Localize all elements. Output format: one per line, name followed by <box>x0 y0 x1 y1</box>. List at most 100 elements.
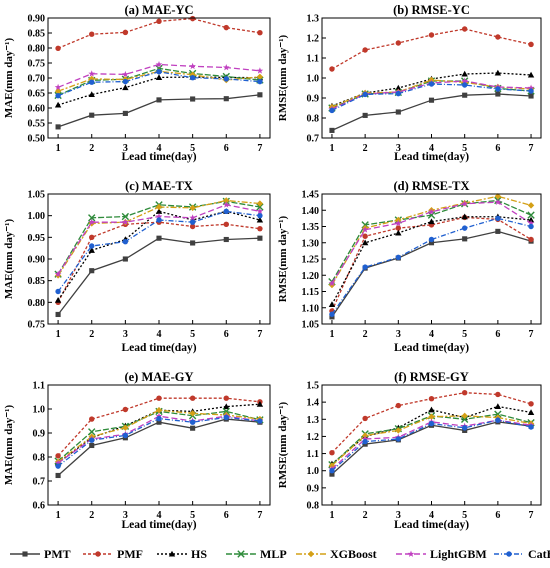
data-point <box>88 91 95 98</box>
x-tick-label: 2 <box>89 143 94 154</box>
data-point <box>257 225 263 232</box>
chart-panel-6: (f) RMSE-GY RMSE(mm day⁻¹) Lead time(day) 0… <box>277 370 542 531</box>
series-pmt <box>329 228 534 320</box>
x-tick-label: 6 <box>224 329 229 340</box>
data-point <box>189 74 196 81</box>
series-catboost <box>55 208 263 295</box>
plot-frame <box>47 193 271 325</box>
data-point <box>89 79 95 85</box>
data-point <box>329 107 335 114</box>
data-point <box>527 202 535 209</box>
chart-title: (a) MAE-YC <box>124 3 193 17</box>
y-tick-label: 1.30 <box>302 238 320 249</box>
y-tick-label: 1.3 <box>307 415 320 426</box>
data-point <box>395 427 402 434</box>
data-point <box>528 93 534 99</box>
y-tick-label: 0.80 <box>28 44 46 55</box>
y-tick-label: 0.95 <box>28 233 46 244</box>
legend-label: PMT <box>44 547 71 561</box>
data-point <box>461 77 469 84</box>
data-point <box>122 432 129 439</box>
data-point <box>223 395 229 401</box>
data-point <box>256 216 264 223</box>
x-tick-label: 5 <box>462 329 467 340</box>
y-tick-label: 1.5 <box>307 381 320 392</box>
y-tick-label: 0.65 <box>28 89 46 100</box>
y-tick-label: 1.10 <box>302 303 320 314</box>
data-point <box>462 236 468 242</box>
data-point <box>155 203 163 211</box>
series-pmt <box>329 419 534 477</box>
plot-frame <box>321 17 542 139</box>
x-tick-label: 3 <box>123 510 128 521</box>
x-tick-label: 2 <box>363 329 368 340</box>
y-tick-label: 1.25 <box>302 255 320 266</box>
data-point <box>494 410 502 418</box>
y-axis-label: MAE(mm day⁻¹) <box>3 219 15 300</box>
chart-title: (d) RMSE-TX <box>393 179 469 193</box>
data-point <box>495 391 501 398</box>
data-point <box>88 428 96 436</box>
data-point <box>155 213 163 220</box>
x-tick-label: 7 <box>529 143 534 154</box>
data-point <box>362 233 368 239</box>
x-tick-label: 3 <box>396 510 401 521</box>
y-tick-label: 0.8 <box>33 453 46 464</box>
data-point <box>329 311 335 317</box>
y-axis-label: MAE(mm day⁻¹) <box>3 405 15 486</box>
data-point <box>527 409 535 415</box>
y-axis-label: RMSE(mm day⁻¹) <box>277 401 289 488</box>
data-point <box>461 82 468 88</box>
data-point <box>329 127 335 133</box>
data-point <box>395 109 401 115</box>
data-point <box>89 268 95 274</box>
data-point <box>156 235 162 241</box>
legend-marker <box>22 551 28 557</box>
data-point <box>257 212 263 219</box>
x-tick-label: 7 <box>529 510 534 521</box>
data-point <box>89 437 95 443</box>
data-point <box>156 68 162 75</box>
data-point <box>495 215 501 222</box>
data-point <box>54 83 62 91</box>
y-tick-label: 0.90 <box>28 255 46 266</box>
y-tick-label: 1.1 <box>307 54 320 65</box>
data-point <box>328 279 336 287</box>
data-point <box>88 247 95 253</box>
data-point <box>362 91 368 98</box>
x-axis-label: Lead time(day) <box>121 342 196 354</box>
data-point <box>329 467 335 474</box>
data-point <box>329 471 335 477</box>
legend-marker <box>95 551 101 557</box>
data-point <box>155 407 163 414</box>
data-point <box>494 193 502 200</box>
data-point <box>361 226 369 233</box>
y-tick-label: 1.2 <box>307 34 320 45</box>
x-axis-label: Lead time(day) <box>394 342 469 354</box>
data-point <box>527 211 535 219</box>
data-point <box>428 420 435 427</box>
legend-item-xgboost: XGBoost <box>296 547 377 561</box>
data-point <box>189 395 196 401</box>
data-point <box>461 412 468 420</box>
chart-title: (e) MAE-GY <box>124 370 193 384</box>
legend-label: CatBoost <box>528 547 550 561</box>
x-tick-label: 3 <box>123 143 128 154</box>
data-point <box>122 256 128 262</box>
x-tick-label: 4 <box>429 329 434 340</box>
x-tick-label: 1 <box>56 329 61 340</box>
data-point <box>223 76 229 82</box>
data-point <box>223 208 229 215</box>
data-point <box>528 236 534 243</box>
legend-label: LightGBM <box>430 547 487 561</box>
series-pmf <box>55 395 263 459</box>
data-point <box>428 97 435 103</box>
legend-marker <box>237 550 245 558</box>
data-point <box>362 438 368 445</box>
legend-label: PMF <box>117 547 143 561</box>
series-lightgbm <box>54 60 264 91</box>
data-point <box>528 401 534 407</box>
data-point <box>361 239 369 246</box>
plot-frame <box>47 17 271 139</box>
data-point <box>156 18 162 25</box>
